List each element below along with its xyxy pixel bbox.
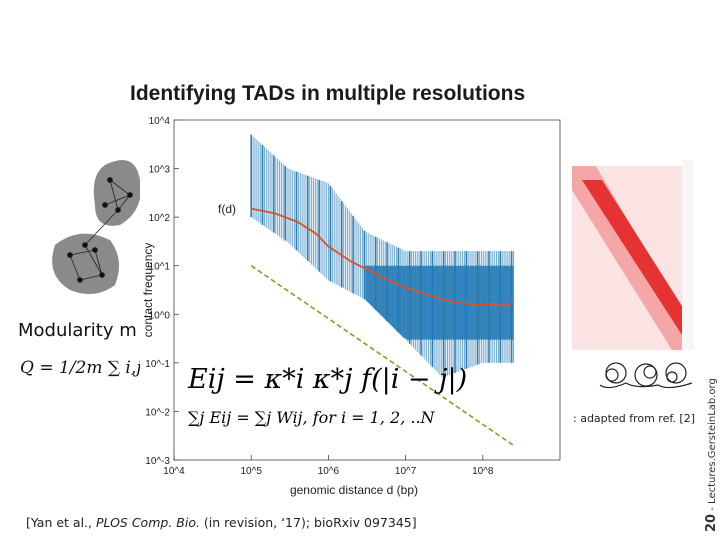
citation: [Yan et al., PLOS Comp. Bio. (in revisio… bbox=[26, 515, 417, 530]
slide-number: 20 bbox=[704, 513, 719, 532]
hic-heatmap-figure bbox=[572, 160, 694, 350]
y-tick-label: 10^2 bbox=[149, 213, 171, 224]
contact-frequency-plot: 10^4 10^5 10^6 10^7 10^8 10^4 10^3 10^2 10^1 10^0… bbox=[140, 108, 572, 500]
slide-title: Identifying TADs in multiple resolutions bbox=[130, 82, 526, 105]
citation-prefix: [Yan et al., bbox=[26, 515, 96, 530]
modularity-equation: Q = 1/2m ∑ i,j bbox=[20, 358, 142, 378]
y-tick-label: 10^-2 bbox=[145, 407, 170, 418]
x-axis-label: genomic distance d (bp) bbox=[290, 483, 418, 497]
network-modules-figure bbox=[52, 160, 141, 294]
citation-journal: PLOS Comp. Bio. bbox=[95, 515, 200, 530]
x-tick-label: 10^8 bbox=[472, 466, 494, 477]
side-footer: 20 - Lectures.GersteinLab.org bbox=[704, 378, 719, 532]
figure-credit: : adapted from ref. [2] bbox=[573, 412, 695, 425]
y-tick-label: 10^-3 bbox=[145, 456, 170, 467]
x-tick-label: 10^4 bbox=[163, 466, 185, 477]
fit-line bbox=[250, 265, 514, 447]
y-tick-label: 10^4 bbox=[149, 116, 171, 127]
fd-curve bbox=[251, 207, 514, 307]
axis-layer: 10^4 10^5 10^6 10^7 10^8 10^4 10^3 10^2 10^1 10^0… bbox=[145, 116, 494, 477]
x-tick-label: 10^6 bbox=[318, 466, 340, 477]
y-tick-label: 10^1 bbox=[149, 262, 171, 273]
citation-suffix: (in revision, ‘17); bioRxiv 097345] bbox=[199, 515, 417, 530]
line-layer bbox=[250, 207, 514, 447]
y-tick-label: 10^0 bbox=[149, 310, 171, 321]
equation-1: Eij = κ*i κ*j f(|i − j|) bbox=[188, 364, 468, 395]
x-tick-label: 10^7 bbox=[395, 466, 417, 477]
polymer-folding-figure bbox=[599, 362, 693, 389]
y-tick-label: 10^-1 bbox=[145, 359, 170, 370]
x-tick-label: 10^5 bbox=[241, 466, 263, 477]
y-tick-label: 10^3 bbox=[149, 165, 171, 176]
scatter-layer bbox=[250, 134, 515, 378]
scatter-dense-core bbox=[365, 265, 514, 340]
equation-2: ∑j Eij = ∑j Wij, for i = 1, 2, ..N bbox=[188, 408, 435, 427]
modularity-label: Modularity m bbox=[18, 320, 137, 341]
fd-annotation: f(d) bbox=[218, 202, 236, 216]
y-axis-label: contact frequency bbox=[141, 243, 155, 338]
chart-svg: 10^4 10^5 10^6 10^7 10^8 10^4 10^3 10^2 10^1 10^0… bbox=[141, 116, 561, 497]
side-footer-text: - Lectures.GersteinLab.org bbox=[707, 378, 718, 514]
